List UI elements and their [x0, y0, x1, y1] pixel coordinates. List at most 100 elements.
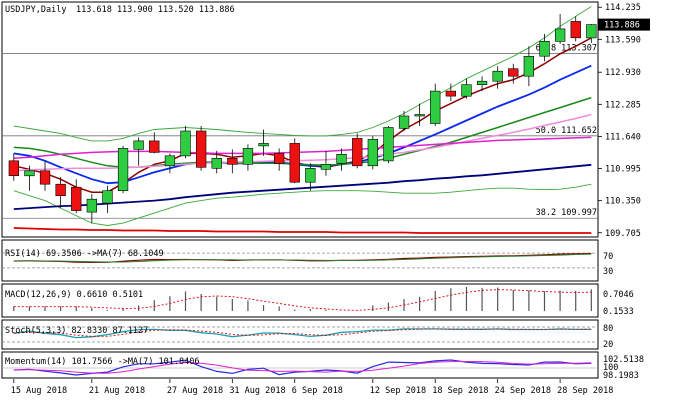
y-tick-label: 110.350 [605, 197, 641, 207]
macd-panel-frame [1, 283, 599, 318]
rsi-ma-line [13, 253, 592, 263]
momentum-tick-low: 98.1983 [603, 371, 639, 381]
header-timeframe: Daily [41, 5, 67, 15]
x-tick-label: 24 Sep 2018 [495, 386, 551, 396]
candle-bull [133, 140, 144, 150]
y-tick-label: 109.705 [605, 229, 641, 239]
header-ohlc: 113.618 113.900 113.520 113.886 [76, 5, 235, 15]
candle-bear [8, 160, 19, 177]
x-tick-label: 18 Sep 2018 [432, 386, 488, 396]
momentum-tick-100: 100 [603, 363, 618, 373]
x-tick-label: 28 Sep 2018 [557, 386, 613, 396]
fib-level-label: 61.8 113.307 [536, 43, 597, 53]
candle-bull [180, 130, 191, 157]
band-lower-line [13, 183, 592, 226]
stoch-panel-frame [1, 319, 599, 350]
y-tick-label: 111.640 [605, 132, 641, 142]
stoch-k-line [13, 328, 592, 339]
momentum-panel-frame [1, 351, 599, 379]
y-tick-label: 113.590 [605, 35, 641, 45]
macd-tick-high: 0.7046 [603, 290, 634, 300]
header-symbol: USDJPY [5, 5, 36, 15]
candle-bear [227, 158, 238, 165]
candle-bull [430, 90, 441, 124]
main-plot-layer: 61.8 113.307 50.0 111.652 38.2 109.997 [2, 6, 598, 234]
candle-bull [258, 143, 269, 147]
candle-bull [492, 70, 503, 82]
candle-bear [55, 183, 66, 196]
candle-bull [336, 154, 347, 164]
y-tick-label: 110.995 [605, 165, 641, 175]
candle-bull [211, 158, 222, 169]
rsi-title: RSI(14) 69.3506 ->MA(7) 68.1049 [5, 249, 164, 259]
momentum-ma-line [13, 360, 592, 374]
candle-bull [305, 168, 316, 183]
stoch-tick-20: 20 [603, 340, 613, 350]
axis-layer: 114.235 113.590 112.930 112.285 111.640 110.9… [11, 3, 650, 396]
candle-bull [242, 148, 254, 165]
candle-bull [164, 155, 176, 167]
main-panel-frame [1, 1, 599, 238]
x-tick-label: 6 Sep 2018 [292, 386, 343, 396]
candle-bull [117, 148, 129, 191]
candle-bull [320, 164, 332, 170]
candle-bull [461, 84, 472, 97]
stoch-tick-80: 80 [603, 324, 613, 334]
candle-bear [196, 130, 207, 168]
y-tick-label: 114.235 [605, 3, 641, 13]
candle-bear [570, 21, 581, 39]
band-upper-line [13, 6, 592, 142]
rsi-tick-30: 30 [603, 267, 613, 277]
x-tick-label: 31 Aug 2018 [229, 386, 285, 396]
current-price-label: 113.886 [604, 21, 640, 31]
candle-bull [554, 28, 566, 42]
macd-title: MACD(12,26,9) 0.6610 0.5101 [5, 290, 143, 300]
x-tick-label: 27 Aug 2018 [167, 386, 223, 396]
candle-bull [398, 115, 410, 129]
x-tick-label: 12 Sep 2018 [370, 386, 426, 396]
ma-green-line [13, 96, 592, 169]
x-tick-label: 15 Aug 2018 [11, 386, 67, 396]
indicator-layer [2, 252, 598, 376]
candle-bull [586, 24, 597, 39]
ma-blue-line [13, 64, 592, 185]
ma-magenta-line [13, 136, 592, 160]
ma-red-line [13, 227, 592, 234]
current-price-badge [598, 18, 650, 31]
momentum-tick-high: 102.5138 [603, 355, 644, 365]
macd-signal-line [13, 289, 592, 311]
y-tick-label: 112.930 [605, 68, 641, 78]
candle-bear [289, 143, 300, 183]
fib-level-label: 50.0 111.652 [536, 126, 597, 136]
fib-level-label: 38.2 109.997 [536, 208, 597, 218]
candle-bear [71, 186, 82, 211]
candle-bear [149, 140, 160, 153]
rsi-tick-70: 70 [603, 252, 613, 262]
candle-bull [476, 80, 488, 85]
candle-bear [273, 153, 285, 164]
candle-bull [102, 190, 113, 204]
ma-fast-line [13, 37, 592, 193]
candle-bull [383, 127, 394, 162]
momentum-title: Momentum(14) 101.7566 ->MA(7) 101.8406 [5, 357, 199, 367]
candle-bull [414, 114, 425, 117]
y-tick-label: 112.285 [605, 100, 641, 110]
candle-bear [352, 138, 363, 167]
candle-bear [39, 170, 51, 185]
ma-pink-line [13, 113, 592, 172]
header-symbol-timeframe: USDJPY,Daily [5, 5, 66, 15]
candle-bull [86, 198, 97, 213]
x-tick-label: 21 Aug 2018 [89, 386, 145, 396]
candle-bull [539, 40, 550, 57]
candle-bear [508, 68, 519, 77]
macd-tick-low: 0.1533 [603, 307, 634, 317]
candle-bull [523, 55, 534, 77]
candle-bear [445, 90, 456, 97]
rsi-panel-frame [1, 239, 599, 282]
ma-navy-line [13, 163, 592, 210]
candle-bull [367, 139, 378, 167]
stoch-title: Stoch(5,3,3) 82.8330 87.1127 [5, 326, 148, 336]
candle-bull [24, 170, 35, 177]
